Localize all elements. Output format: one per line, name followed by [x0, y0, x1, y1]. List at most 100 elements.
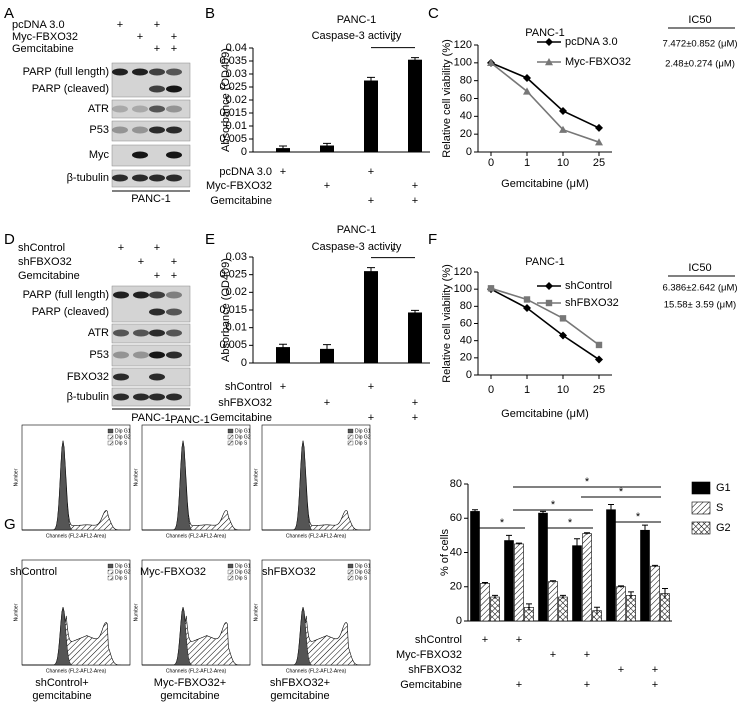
histogram-legend-swatch	[107, 428, 114, 434]
y-tick-label: 100	[454, 57, 472, 69]
blot-band	[133, 351, 149, 359]
significance-label: *	[500, 517, 505, 529]
y-tick-label: 20	[460, 352, 472, 364]
histogram-legend-swatch	[347, 434, 354, 440]
treatment-mark: +	[368, 195, 374, 207]
histogram-legend-swatch	[347, 428, 354, 434]
treatment-mark: +	[154, 19, 160, 31]
histogram-x-label: Channels (FL2-AFL2-Area)	[166, 668, 227, 674]
treatment-mark: +	[584, 649, 590, 661]
treatment-mark: +	[171, 31, 177, 43]
treatment-label: shControl	[18, 242, 65, 254]
histogram-s	[22, 607, 130, 666]
histogram-g1	[22, 607, 73, 666]
bar	[276, 347, 290, 363]
treatment-mark: +	[652, 679, 658, 691]
flow-caption: shControl+	[35, 677, 89, 689]
histogram-g1	[142, 607, 193, 666]
y-axis-label: Relative cell viability (%)	[441, 264, 453, 383]
error-bar	[618, 585, 624, 588]
legend-swatch	[691, 481, 711, 495]
histogram-y-label: Number	[133, 603, 139, 621]
treatment-mark: +	[412, 195, 418, 207]
histogram-legend-swatch	[227, 563, 234, 569]
y-tick-label: 0	[466, 146, 472, 158]
histogram-legend-swatch	[107, 563, 114, 569]
histogram-frame	[141, 424, 251, 531]
blot-band	[149, 291, 165, 299]
histogram-legend-label: Dip S	[355, 575, 368, 581]
legend-marker	[545, 299, 553, 307]
y-tick-label: 80	[450, 478, 462, 490]
histogram-legend-label: Dip G1	[355, 428, 371, 434]
y-tick-label: 0.03	[226, 68, 247, 80]
error-bar	[526, 603, 532, 611]
error-bar	[584, 532, 590, 535]
flow-row-label: shControl	[10, 566, 57, 578]
y-tick-label: 0	[241, 146, 247, 158]
bar	[616, 586, 626, 622]
flow-caption: Myc-FBXO32+	[154, 677, 226, 689]
histogram-legend-label: Dip G2	[235, 434, 251, 440]
ic50-value: 15.58± 3.59 (μM)	[664, 300, 736, 311]
blot-band	[166, 126, 182, 134]
ic50-value: 7.472±0.852 (μM)	[662, 39, 737, 50]
x-tick-label: 0	[488, 157, 494, 169]
histogram-g1	[22, 440, 73, 531]
treatment-label: shFBXO32	[18, 256, 72, 268]
flow-row-label: Myc-FBXO32	[140, 566, 206, 578]
treatment-mark: +	[171, 270, 177, 282]
y-tick-label: 0.01	[226, 322, 247, 334]
bar	[470, 511, 480, 622]
blot-band	[149, 126, 165, 134]
x-tick-label: 10	[557, 384, 569, 396]
error-bar	[608, 504, 614, 515]
legend-label: G2	[716, 522, 731, 534]
blot-band	[113, 291, 129, 299]
ic50-value: 2.48±0.274 (μM)	[665, 59, 735, 70]
y-tick-label: 0.005	[219, 339, 247, 351]
histogram-s	[142, 440, 250, 531]
blot-band	[149, 308, 165, 316]
cell-line-label: PANC-1	[131, 412, 171, 424]
x-axis-label: Gemcitabine (μM)	[501, 178, 589, 190]
significance-label: *	[636, 511, 641, 523]
y-tick-label: 0	[456, 615, 462, 627]
y-tick-label: 0.02	[226, 94, 247, 106]
treatment-mark: +	[516, 634, 522, 646]
histogram-legend-label: Dip S	[115, 440, 128, 446]
treatment-mark: +	[118, 242, 124, 254]
error-bar	[323, 344, 331, 354]
point	[595, 341, 603, 349]
histogram-x-label: Channels (FL2-AFL2-Area)	[46, 533, 107, 539]
x-tick-label: 25	[593, 157, 605, 169]
blot-band	[149, 68, 165, 76]
bar	[504, 540, 514, 622]
histogram-legend-label: Dip G2	[115, 569, 131, 575]
x-tick-label: 0	[488, 384, 494, 396]
treatment-mark: +	[324, 397, 330, 409]
treatment-mark: +	[652, 664, 658, 676]
bar	[364, 271, 378, 363]
treatment-mark: +	[138, 256, 144, 268]
blot-band	[113, 373, 129, 381]
histogram-frame	[21, 424, 131, 531]
point	[559, 125, 567, 133]
treatment-label: pcDNA 3.0	[219, 166, 272, 178]
chart-title: PANC-1	[525, 256, 565, 268]
blot-band	[112, 174, 128, 182]
y-tick-label: 100	[454, 283, 472, 295]
error-bar	[594, 606, 600, 615]
point	[487, 285, 495, 292]
treatment-mark: +	[171, 256, 177, 268]
x-axis-label: Gemcitabine (μM)	[501, 408, 589, 420]
treatment-mark: +	[516, 679, 522, 691]
blot-band	[132, 105, 148, 113]
y-tick-label: 0.025	[219, 81, 247, 93]
ic50-title: IC50	[688, 262, 711, 274]
panel-letter: A	[4, 5, 14, 22]
series-line	[490, 288, 600, 361]
y-tick-label: 40	[460, 335, 472, 347]
blot-row-label: PARP (full length)	[23, 66, 109, 78]
